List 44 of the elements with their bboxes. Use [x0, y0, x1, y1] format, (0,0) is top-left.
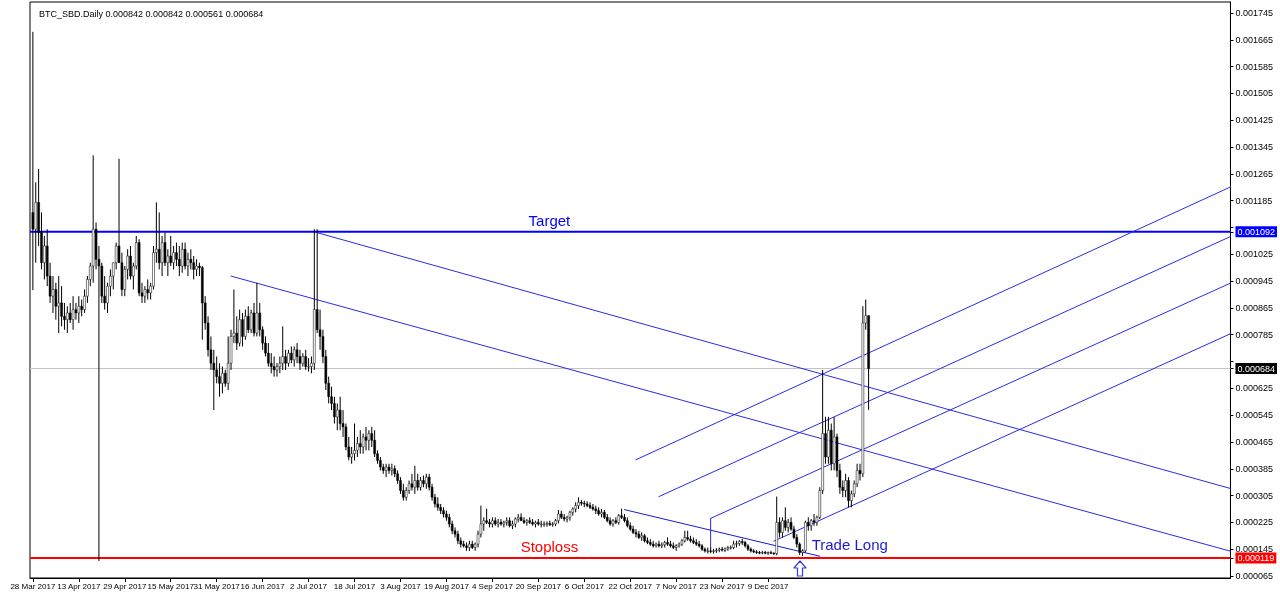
y-tick-label: 0.000385 [1235, 463, 1274, 474]
y-tick-label: 0.001345 [1235, 142, 1274, 153]
y-tick-label: 0.000785 [1235, 329, 1274, 340]
y-tick-label: 0.000465 [1235, 436, 1274, 447]
y-tick-label: 0.001585 [1235, 61, 1274, 72]
x-tick-label: 3 Aug 2017 [380, 581, 422, 591]
y-tick-label: 0.001025 [1235, 249, 1274, 260]
x-tick-label: 19 Aug 2017 [423, 581, 470, 591]
x-tick-label: 31 May 2017 [193, 581, 241, 591]
y-tick-label: 0.000865 [1235, 302, 1274, 313]
y-tick-label: 0.000065 [1235, 570, 1274, 581]
x-tick-label: 15 May 2017 [147, 581, 195, 591]
x-tick-label: 13 Apr 2017 [57, 581, 101, 591]
y-tick-label: 0.000945 [1235, 276, 1274, 287]
y-tick-label: 0.001185 [1235, 195, 1273, 206]
x-tick-label: 6 Oct 2017 [564, 581, 605, 591]
text: BTC_SBD.Daily 0.000842 0.000842 0.000561 0.000684 [39, 8, 264, 19]
x-tick-label: 22 Oct 2017 [608, 581, 653, 591]
y-tick-label: 0.000545 [1235, 410, 1274, 421]
y-tick-label: 0.001745 [1235, 8, 1274, 19]
ref-line-label: Stoploss [520, 537, 579, 555]
y-tick-label: 0.000145 [1235, 544, 1274, 555]
x-tick-label: 28 Mar 2017 [10, 581, 56, 591]
y-tick-label: 0.000119 [1237, 552, 1275, 563]
y-tick-label: 0.000684 [1237, 363, 1276, 374]
x-tick-label: 29 Apr 2017 [103, 581, 147, 591]
x-tick-label: 16 Jun 2017 [240, 581, 286, 591]
y-tick-label: 0.001665 [1235, 34, 1274, 45]
y-tick-label: 0.001092 [1237, 226, 1276, 237]
y-tick-label: 0.001425 [1235, 115, 1274, 126]
y-tick-label: 0.000625 [1235, 383, 1274, 394]
y-tick-label: 0.000305 [1235, 490, 1274, 501]
x-tick-label: 7 Nov 2017 [655, 581, 698, 591]
x-tick-label: 2 Jul 2017 [290, 581, 328, 591]
x-tick-label: 18 Jul 2017 [333, 581, 376, 591]
y-tick-label: 0.000225 [1235, 517, 1274, 528]
y-tick-label: 0.001265 [1235, 168, 1274, 179]
annotation: Trade Long [811, 535, 888, 553]
x-tick-label: 23 Nov 2017 [699, 581, 746, 591]
ref-line-label: Target [528, 211, 572, 229]
x-tick-label: 20 Sep 2017 [515, 581, 562, 591]
x-tick-label: 9 Dec 2017 [747, 581, 790, 591]
y-tick-label: 0.001505 [1235, 88, 1274, 99]
x-tick-label: 4 Sep 2017 [471, 581, 514, 591]
